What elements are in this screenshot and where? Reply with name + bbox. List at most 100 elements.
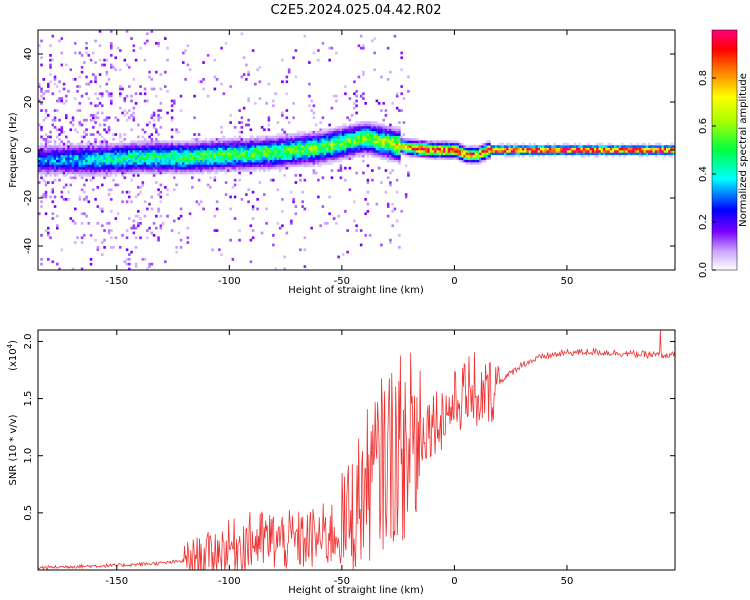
heatmap-cell — [157, 145, 160, 148]
heatmap-cell — [553, 147, 556, 151]
heatmap-cell — [159, 200, 163, 204]
heatmap-cell — [276, 154, 280, 158]
heatmap-cell — [69, 164, 73, 168]
heatmap-cell — [78, 166, 82, 170]
heatmap-cell — [103, 157, 106, 160]
heatmap-cell — [312, 147, 316, 151]
heatmap-cell — [49, 164, 52, 168]
heatmap-cell — [249, 150, 253, 153]
heatmap-cell — [87, 97, 91, 100]
heatmap-cell — [209, 166, 212, 170]
heatmap-cell — [416, 142, 419, 146]
heatmap-cell — [60, 195, 64, 199]
heatmap-cell — [112, 162, 115, 165]
heatmap-cell — [528, 154, 532, 158]
heatmap-cell — [443, 147, 446, 151]
heatmap-cell — [386, 157, 390, 160]
heatmap-cell — [150, 159, 154, 163]
heatmap-cell — [105, 222, 109, 225]
heatmap-cell — [438, 150, 442, 153]
heatmap-cell — [114, 152, 118, 156]
heatmap-cell — [503, 152, 507, 156]
heatmap-cell — [283, 255, 286, 259]
heatmap-cell — [620, 152, 624, 156]
heatmap-cell — [134, 171, 138, 175]
heatmap-cell — [123, 154, 127, 158]
heatmap-cell — [177, 231, 181, 235]
heatmap-cell — [452, 150, 455, 153]
heatmap-cell — [130, 250, 133, 254]
heatmap-cell — [179, 109, 183, 112]
heatmap-cell — [62, 152, 66, 156]
heatmap-cell — [247, 145, 250, 148]
heatmap-cell — [112, 142, 115, 146]
heatmap-cell — [292, 116, 295, 120]
heatmap-cell — [242, 154, 246, 158]
heatmap-cell — [213, 147, 217, 151]
heatmap-cell — [103, 138, 106, 141]
heatmap-cell — [344, 178, 347, 182]
heatmap-cell — [236, 157, 239, 160]
heatmap-cell — [476, 157, 480, 160]
heatmap-cell — [94, 121, 97, 124]
heatmap-cell — [299, 174, 302, 177]
heatmap-cell — [425, 152, 428, 156]
heatmap-cell — [400, 152, 403, 156]
heatmap-cell — [249, 159, 253, 163]
heatmap-cell — [308, 135, 311, 139]
heatmap-cell — [202, 171, 205, 175]
heatmap-cell — [283, 159, 286, 163]
heatmap-cell — [357, 123, 361, 127]
heatmap-cell — [299, 145, 302, 148]
heatmap-cell — [157, 162, 160, 165]
heatmap-cell — [119, 166, 122, 170]
heatmap-cell — [139, 140, 142, 144]
heatmap-cell — [287, 154, 291, 158]
heatmap-cell — [38, 171, 41, 175]
heatmap-cell — [344, 157, 347, 160]
heatmap-cell — [53, 171, 57, 175]
heatmap-cell — [65, 183, 68, 187]
heatmap-cell — [74, 128, 77, 132]
heatmap-cell — [134, 195, 138, 199]
heatmap-cell — [177, 130, 181, 134]
heatmap-cell — [130, 178, 133, 182]
heatmap-cell — [623, 145, 626, 148]
heatmap-cell — [112, 147, 115, 151]
heatmap-cell — [58, 152, 61, 156]
heatmap-cell — [260, 145, 264, 148]
heatmap-cell — [175, 130, 178, 134]
heatmap-cell — [332, 138, 336, 141]
heatmap-cell — [508, 147, 511, 151]
heatmap-cell — [164, 150, 167, 153]
heatmap-cell — [249, 135, 253, 139]
heatmap-cell — [209, 157, 212, 160]
heatmap-cell — [256, 164, 259, 168]
heatmap-cell — [182, 164, 185, 168]
heatmap-cell — [488, 154, 491, 158]
heatmap-cell — [206, 159, 210, 163]
heatmap-cell — [485, 147, 489, 151]
heatmap-cell — [609, 147, 613, 151]
heatmap-cell — [202, 162, 205, 165]
heatmap-cell — [326, 147, 329, 151]
heatmap-cell — [173, 140, 176, 144]
heatmap-cell — [323, 157, 327, 160]
heatmap-cell — [449, 157, 453, 160]
heatmap-cell — [62, 157, 66, 160]
heatmap-cell — [321, 138, 325, 141]
heatmap-cell — [353, 128, 356, 132]
heatmap-cell — [305, 138, 309, 141]
heatmap-cell — [483, 159, 487, 163]
heatmap-cell — [204, 138, 208, 141]
heatmap-cell — [632, 145, 635, 148]
heatmap-cell — [134, 102, 138, 105]
heatmap-cell — [303, 135, 307, 139]
heatmap-cell — [141, 183, 145, 187]
heatmap-cell — [348, 123, 352, 127]
heatmap-cell — [323, 147, 327, 151]
heatmap-cell — [213, 154, 217, 158]
heatmap-cell — [305, 164, 309, 168]
heatmap-cell — [344, 128, 347, 132]
heatmap-cell — [434, 150, 437, 153]
